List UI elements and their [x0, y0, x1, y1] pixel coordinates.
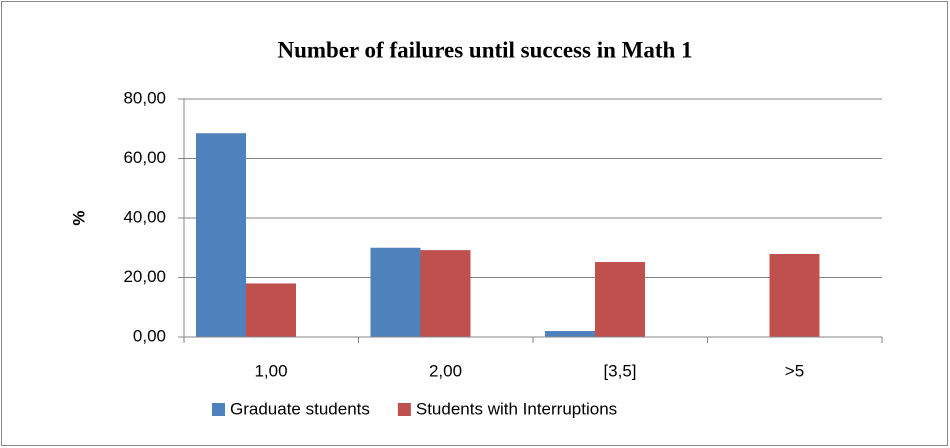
chart-title: Number of failures until success in Math…	[277, 37, 692, 62]
bar	[595, 262, 645, 337]
bar	[769, 253, 820, 337]
x-tick-label: >5	[785, 361, 804, 380]
bar	[370, 247, 421, 337]
y-tick-label: 60,00	[123, 148, 166, 167]
y-tick-label: 20,00	[123, 267, 166, 286]
bar	[246, 283, 296, 337]
y-tick-label: 0,00	[133, 326, 166, 345]
bar	[545, 331, 595, 337]
y-tick-label: 40,00	[123, 207, 166, 226]
y-axis-title: %	[69, 210, 88, 225]
x-tick-label: [3,5]	[603, 361, 636, 380]
x-tick-label: 2,00	[429, 361, 462, 380]
legend-label: Graduate students	[230, 399, 370, 418]
y-tick-label: 80,00	[123, 88, 166, 107]
legend-swatch	[212, 403, 225, 416]
bar	[420, 250, 471, 337]
legend-label: Students with Interruptions	[416, 399, 617, 418]
x-tick-label: 1,00	[254, 361, 287, 380]
bar	[196, 133, 246, 337]
legend-swatch	[397, 403, 411, 416]
